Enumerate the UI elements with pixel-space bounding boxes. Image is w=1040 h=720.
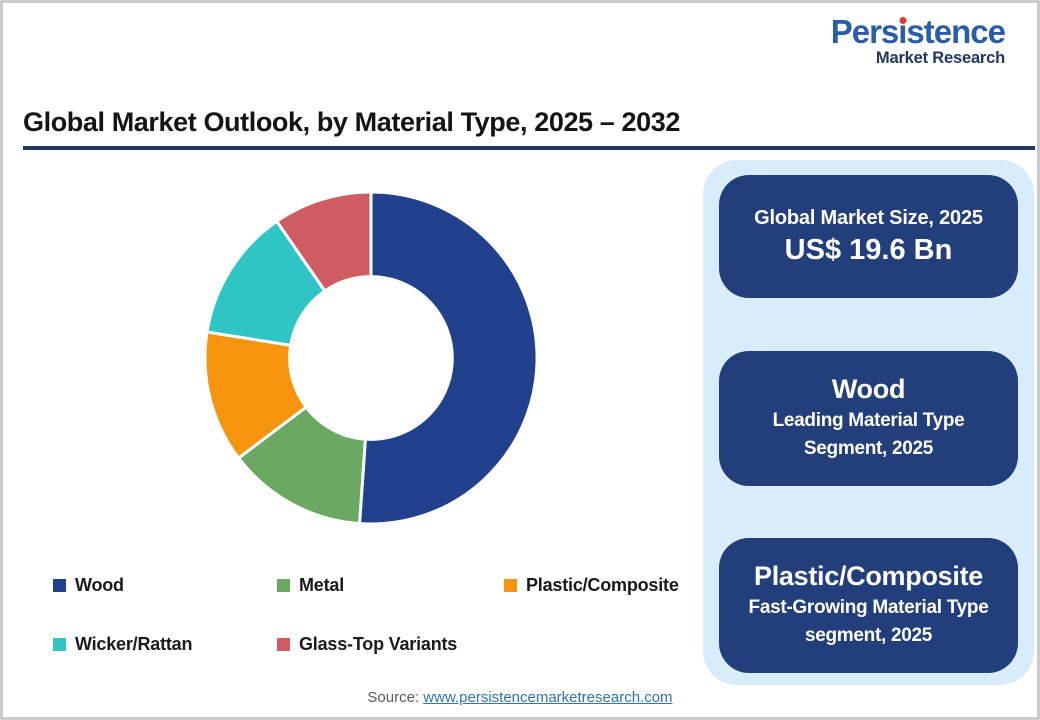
leading-segment-desc: Leading Material Type Segment, 2025	[772, 410, 965, 459]
market-size-label: Global Market Size, 2025	[754, 206, 983, 229]
donut-chart	[203, 190, 539, 526]
legend-item-metal: Metal	[277, 574, 504, 596]
leading-segment-card: Wood Leading Material Type Segment, 2025	[719, 351, 1018, 486]
legend-swatch-icon	[277, 637, 290, 651]
donut-segment-wood	[358, 190, 539, 526]
legend-item-glass-top-variants: Glass-Top Variants	[277, 633, 504, 655]
brand-logo: Persistence Market Research	[830, 13, 1006, 67]
brand-name-text: Persistence	[830, 13, 1006, 50]
market-size-value: US$ 19.6 Bn	[784, 233, 953, 266]
brand-name: Persistence	[830, 13, 1006, 50]
leading-segment-name: Wood	[831, 374, 906, 405]
highlights-panel: Global Market Size, 2025 US$ 19.6 Bn Woo…	[703, 160, 1034, 685]
market-size-card: Global Market Size, 2025 US$ 19.6 Bn	[719, 175, 1018, 298]
page-title: Global Market Outlook, by Material Type,…	[23, 107, 680, 137]
chart-legend: Wood Metal Plastic/Composite Wicker/Rattan G…	[53, 574, 713, 655]
source-label: Source:	[367, 689, 420, 706]
legend-label: Wood	[75, 574, 124, 595]
brand-i-dot-icon	[899, 17, 907, 24]
fast-growing-segment-name: Plastic/Composite	[754, 561, 983, 592]
legend-item-wood: Wood	[53, 574, 277, 596]
source-line: Source: www.persistencemarketresearch.co…	[3, 689, 1037, 706]
legend-label: Wicker/Rattan	[75, 633, 193, 654]
source-link[interactable]: www.persistencemarketresearch.com	[423, 689, 673, 706]
fast-growing-segment-card: Plastic/Composite Fast-Growing Material …	[719, 538, 1018, 673]
legend-swatch-icon	[53, 637, 66, 651]
legend-item-plastic-composite: Plastic/Composite	[504, 574, 713, 596]
brand-tagline: Market Research	[875, 49, 1005, 67]
legend-item-wicker-rattan: Wicker/Rattan	[53, 633, 277, 655]
fast-growing-segment-desc: Fast-Growing Material Type segment, 2025	[748, 597, 989, 646]
legend-label: Metal	[299, 574, 345, 595]
legend-swatch-icon	[277, 578, 290, 592]
donut-segment-glass-top-variants	[275, 190, 373, 293]
legend-label: Glass-Top Variants	[299, 633, 458, 654]
legend-label: Plastic/Composite	[526, 574, 679, 595]
legend-swatch-icon	[504, 578, 517, 592]
legend-swatch-icon	[53, 578, 66, 592]
title-underline	[23, 146, 1035, 150]
